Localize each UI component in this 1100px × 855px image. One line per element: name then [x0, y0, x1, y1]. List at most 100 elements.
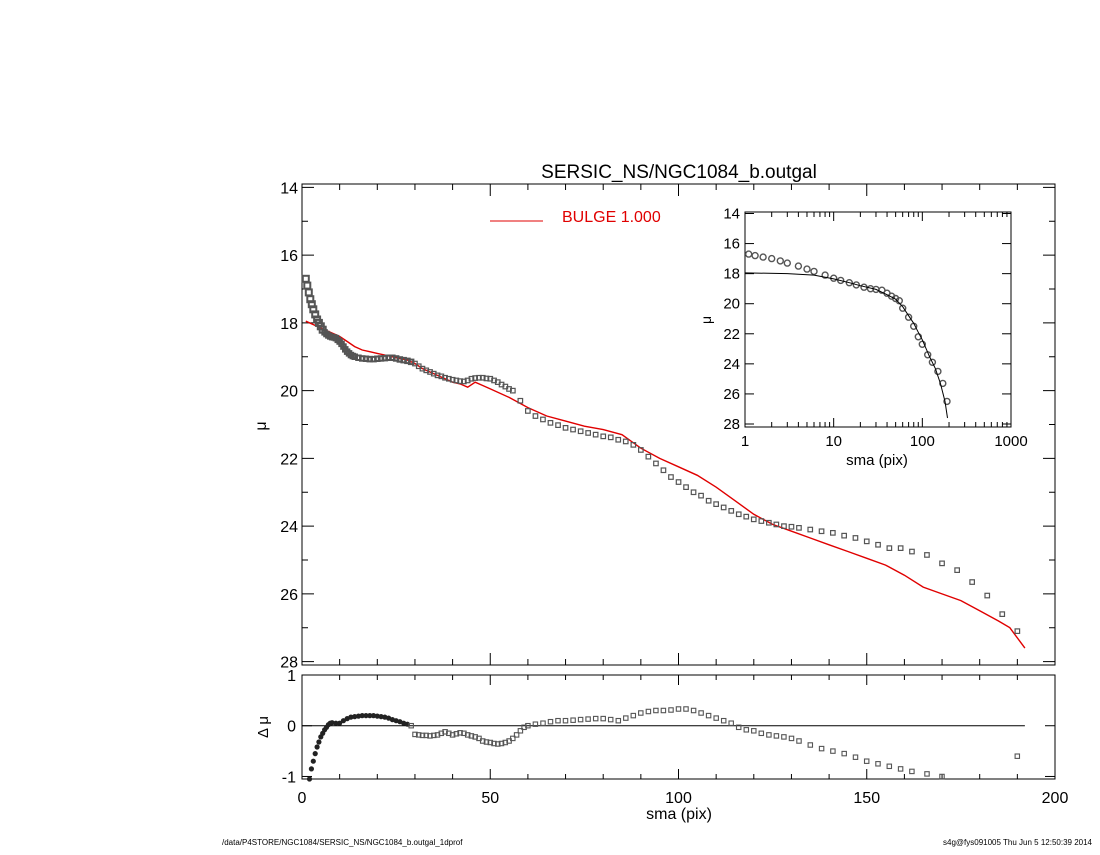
data-point: [562, 425, 569, 431]
residual-point: [468, 733, 475, 739]
residual-point: [340, 718, 346, 724]
residual-point: [886, 763, 893, 770]
residual-point: [645, 708, 652, 715]
inset-x-axis-ticks: 1 10 100 1000: [741, 212, 1028, 450]
residual-point: [690, 707, 697, 714]
data-point: [607, 434, 614, 441]
main-y-axis-ticks: 14 16 18 20 22 24 26 28: [280, 180, 1055, 672]
data-point: [909, 548, 915, 555]
residual-point: [363, 713, 369, 719]
residual-y-axis-ticks: 1 0 -1: [282, 668, 1055, 786]
inset-data-point: [899, 304, 907, 312]
data-point: [600, 433, 607, 440]
residual-point: [479, 738, 486, 744]
data-point: [461, 378, 467, 385]
residual-point: [585, 716, 591, 722]
residual-point: [367, 713, 373, 719]
residual-panel: 10-1 0 50 100 150 200 sma (pix) Δ μ: [255, 668, 1068, 823]
residual-point: [333, 720, 339, 726]
data-point: [303, 281, 312, 290]
residual-point: [415, 732, 422, 738]
residual-point: [600, 715, 606, 722]
data-point: [483, 375, 490, 382]
residual-y-tick-label: 1: [287, 668, 296, 685]
y-tick-label: 16: [280, 248, 298, 265]
data-point: [668, 474, 674, 480]
inset-data-point: [939, 379, 947, 388]
inset-data-point: [751, 251, 759, 260]
inset-x-tick-label: 1000: [994, 433, 1027, 450]
inset-y-tick-label: 26: [723, 386, 740, 403]
residual-point: [796, 738, 802, 744]
inset-y-tick-label: 16: [723, 236, 740, 253]
residual-point: [660, 707, 667, 714]
main-y-axis-label: μ: [253, 421, 270, 430]
inset-data-point: [821, 271, 829, 279]
data-point: [743, 513, 750, 520]
main-x-axis-ticks: [301, 184, 1056, 665]
inset-x-tick-label: 10: [825, 433, 842, 450]
data-point: [622, 438, 629, 445]
data-point: [517, 397, 524, 404]
residual-point: [521, 724, 527, 731]
inset-data-point: [803, 265, 811, 273]
legend-label: BULGE 1.000: [562, 209, 661, 226]
residual-point: [525, 722, 531, 729]
data-point: [645, 453, 652, 460]
residual-point: [472, 734, 478, 740]
residual-point: [461, 730, 467, 737]
data-point: [304, 288, 313, 297]
residual-point: [495, 741, 501, 747]
inset-y-tick-label: 28: [723, 416, 740, 433]
residual-x-tick-label: 50: [481, 790, 499, 807]
inset-y-tick-label: 20: [723, 296, 740, 313]
residual-point: [453, 731, 460, 737]
residual-point: [314, 744, 320, 750]
y-tick-label: 18: [280, 316, 298, 333]
inset-data-point: [943, 397, 951, 406]
data-point: [690, 489, 697, 496]
data-point: [705, 497, 712, 504]
residual-point: [438, 730, 445, 737]
inset-x-tick-label: 100: [910, 433, 935, 450]
residual-point: [924, 771, 930, 777]
residual-point: [412, 731, 418, 738]
data-point: [423, 367, 430, 374]
data-point: [675, 479, 682, 485]
residual-x-tick-label: 0: [298, 790, 307, 807]
inset-data-point: [783, 259, 791, 267]
data-point: [555, 422, 561, 428]
data-point: [547, 420, 554, 426]
data-point: [954, 567, 961, 574]
residual-point: [623, 715, 629, 721]
y-tick-label: 22: [280, 451, 298, 468]
residual-x-tick-label: 200: [1042, 790, 1069, 807]
residual-point: [308, 766, 314, 772]
residual-point: [457, 730, 463, 736]
inset-data-point: [745, 250, 753, 258]
data-point: [683, 484, 689, 490]
footer-path: /data/P4STORE/NGC1084/SERSIC_NS/NGC1084_…: [222, 838, 463, 847]
residual-point: [483, 739, 490, 745]
residual-point: [370, 713, 377, 719]
data-point: [653, 460, 659, 467]
inset-data-point: [914, 333, 922, 341]
residual-point: [818, 745, 825, 752]
data-point: [1014, 628, 1021, 635]
inset-data-point: [759, 253, 767, 261]
residual-point: [555, 717, 561, 724]
inset-data-point: [776, 257, 784, 265]
residual-point: [841, 750, 847, 757]
residual-point: [510, 735, 516, 742]
residual-y-axis-label: Δ μ: [255, 716, 272, 738]
inset-y-tick-label: 18: [723, 266, 740, 283]
residual-point: [863, 758, 870, 764]
inset-y-tick-label: 22: [723, 326, 740, 343]
y-tick-label: 24: [280, 519, 298, 536]
data-point: [924, 552, 930, 558]
residual-point: [513, 732, 520, 738]
residual-point: [310, 758, 316, 764]
residual-y-tick-label: 0: [287, 719, 296, 736]
inset-data-point: [904, 313, 913, 321]
data-point: [750, 516, 757, 523]
